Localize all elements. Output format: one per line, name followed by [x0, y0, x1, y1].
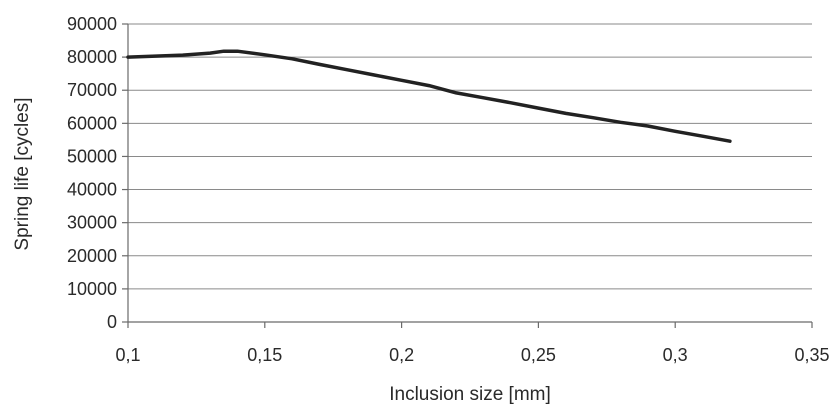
x-axis-title: Inclusion size [mm]	[389, 384, 551, 405]
y-tick-labels: 0 10000 20000 30000 40000 50000 60000 70000 8000…	[67, 14, 117, 332]
y-tick-label: 90000	[67, 14, 117, 34]
y-tick-label: 80000	[67, 47, 117, 67]
x-tick-labels: 0,1 0,15 0,2 0,25 0,3 0,35	[115, 345, 829, 365]
x-tick-label: 0,2	[389, 345, 414, 365]
x-tick-label: 0,15	[247, 345, 282, 365]
x-tick-label: 0,25	[521, 345, 556, 365]
y-tick-label: 30000	[67, 213, 117, 233]
y-tick-label: 10000	[67, 279, 117, 299]
x-tick-label: 0,35	[794, 345, 829, 365]
series-layer	[126, 49, 732, 143]
series-line	[126, 49, 732, 143]
y-tick-label: 40000	[67, 180, 117, 200]
y-axis-title: Spring life [cycles]	[12, 97, 33, 250]
grid-lines	[128, 23, 812, 290]
y-tick-label: 0	[107, 312, 117, 332]
y-tick-label: 50000	[67, 146, 117, 166]
x-tick-label: 0,3	[663, 345, 688, 365]
y-tick-label: 60000	[67, 113, 117, 133]
x-tick-label: 0,1	[115, 345, 140, 365]
y-tick-label: 70000	[67, 80, 117, 100]
axes	[122, 23, 813, 328]
y-tick-label: 20000	[67, 246, 117, 266]
